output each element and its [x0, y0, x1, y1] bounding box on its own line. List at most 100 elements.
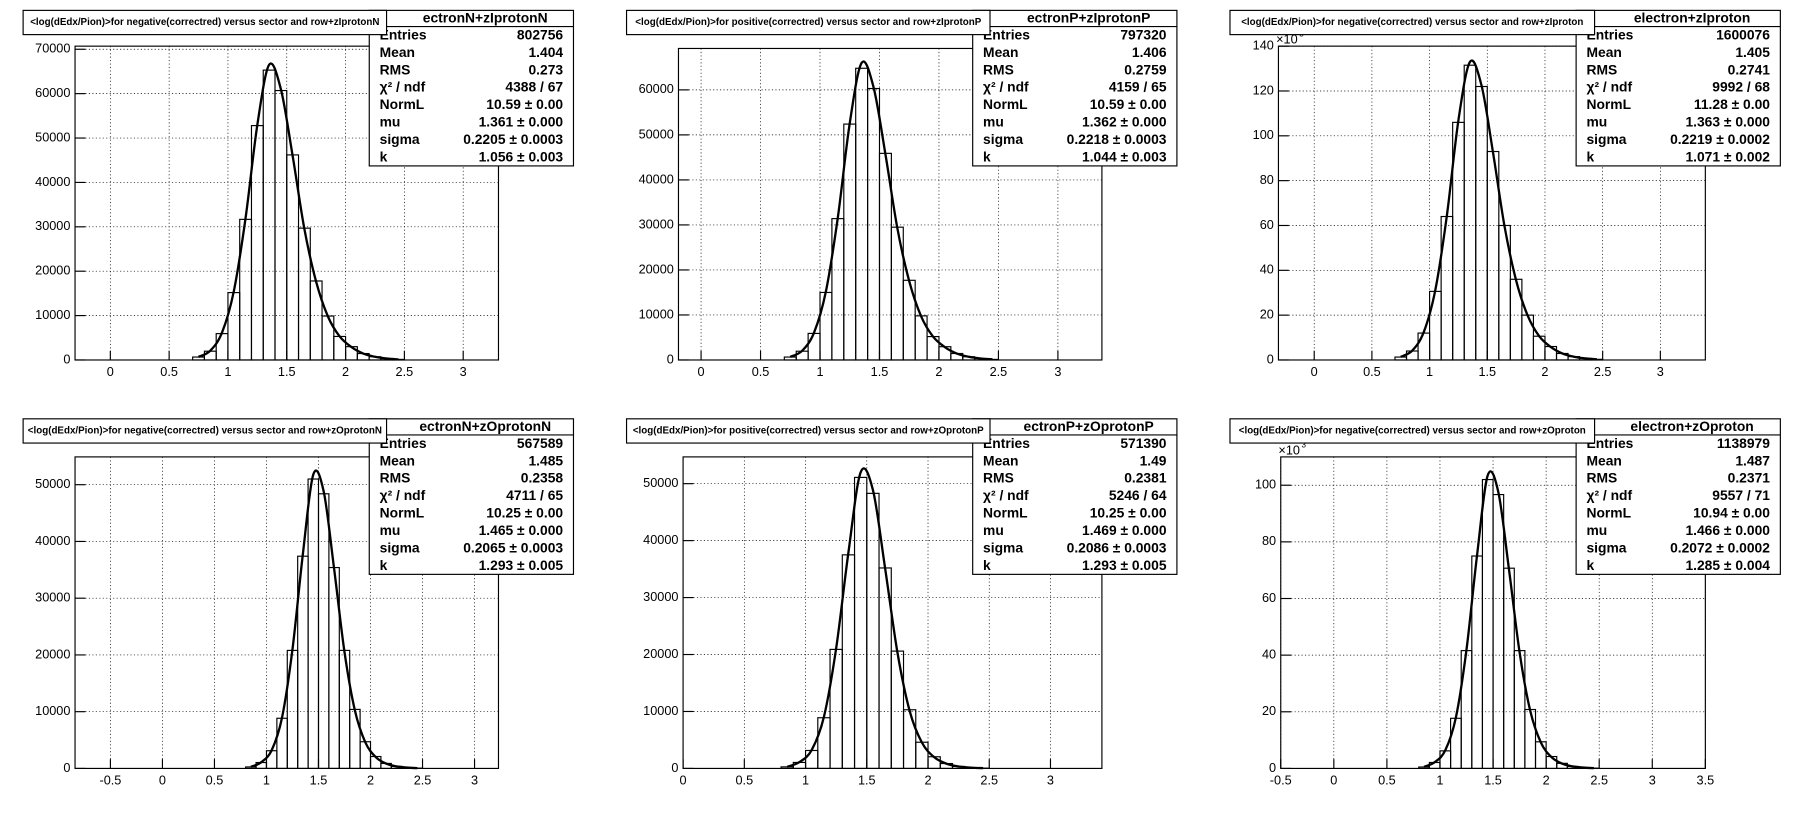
stats-label: NormL [983, 96, 1028, 112]
y-tick-label: 40 [1260, 263, 1274, 277]
stats-box [972, 418, 1178, 575]
stats-value: 1.469 ± 0.000 [1082, 522, 1167, 538]
stats-value: 1.406 [1132, 44, 1167, 60]
stats-value: 797320 [1120, 26, 1166, 42]
stats-label: k [380, 148, 388, 164]
y-tick-label: 60000 [639, 82, 674, 96]
stats-name: ectronN+zOprotonN [419, 418, 551, 434]
x-tick-label: 0.5 [752, 365, 770, 379]
x-tick-label: 1 [224, 365, 231, 379]
stats-value: 1138979 [1717, 435, 1770, 451]
x-tick-label: -0.5 [1270, 773, 1292, 787]
stats-label: mu [1587, 522, 1608, 538]
y-tick-label: 50000 [35, 130, 70, 144]
stats-label: NormL [380, 505, 425, 521]
stats-label: Entries [1587, 26, 1634, 42]
x-tick-label: 2.5 [396, 365, 414, 379]
stats-label: χ² / ndf [380, 79, 426, 95]
stats-value: 1.293 ± 0.005 [479, 557, 564, 573]
stats-value: 1.466 ± 0.000 [1685, 522, 1770, 538]
stats-value: 0.2371 [1728, 470, 1771, 486]
stats-value: 0.2219 ± 0.0002 [1670, 131, 1770, 147]
histogram-pad: 0 0.5 1 1.5 2 2.5 3 0 10000 20000 30000 40000 50000 6… [22, 9, 575, 379]
chart-title: <log(dEdx/Pion)>for negative(correctred)… [28, 426, 382, 437]
stats-label: mu [983, 114, 1004, 130]
y-tick-label: 120 [1253, 83, 1274, 97]
x-tick-label: 0 [107, 365, 114, 379]
stats-label: Entries [983, 435, 1030, 451]
stats-value: 1.362 ± 0.000 [1082, 114, 1167, 130]
stats-value: 1.487 [1735, 452, 1770, 468]
x-tick-label: 3 [1047, 773, 1054, 787]
stats-value: 9992 / 68 [1712, 79, 1770, 95]
y-scale-label: ×10 [1278, 443, 1300, 457]
stats-value: 1.056 ± 0.003 [479, 148, 564, 164]
y-tick-label: 0 [1267, 352, 1274, 366]
y-tick-label: 20000 [639, 262, 674, 276]
title-box [1229, 9, 1596, 36]
stats-value: 9557 / 71 [1712, 487, 1770, 503]
stats-value: 1.071 ± 0.002 [1685, 148, 1770, 164]
stats-label: mu [1587, 114, 1608, 130]
x-tick-label: 3 [1657, 365, 1664, 379]
stats-name: ectronP+zOprotonP [1024, 418, 1154, 434]
stats-value: 802756 [517, 26, 563, 42]
x-tick-label: 0.5 [160, 365, 178, 379]
y-tick-label: 30000 [643, 590, 678, 604]
y-tick-label: 30000 [35, 219, 70, 233]
x-tick-label: 0 [1311, 365, 1318, 379]
y-tick-label: 60000 [35, 86, 70, 100]
stats-value: 0.2759 [1124, 61, 1167, 77]
chart-title: <log(dEdx/Pion)>for negative(correctred)… [1239, 426, 1586, 437]
histogram-pad: -0.5 0 0.5 1 1.5 2 2.5 3 0 10000 20000 30000 40000 50… [22, 418, 575, 787]
stats-value: 11.28 ± 0.00 [1694, 96, 1770, 112]
x-tick-label: 0 [698, 365, 705, 379]
fit-curve [786, 467, 984, 770]
x-tick-label: 0.5 [735, 773, 753, 787]
title-box [625, 9, 991, 36]
stats-value: 0.2086 ± 0.0003 [1067, 539, 1167, 555]
title-box [22, 418, 388, 444]
stats-box [368, 9, 575, 167]
stats-label: sigma [983, 131, 1023, 147]
stats-value: 571390 [1120, 435, 1166, 451]
stats-value: 0.2741 [1728, 61, 1771, 77]
y-tick-label: 0 [1269, 761, 1276, 775]
x-tick-label: 1 [263, 773, 270, 787]
x-tick-label: 2.5 [990, 365, 1008, 379]
stats-label: χ² / ndf [983, 487, 1029, 503]
y-scale-label: ×10 [1276, 33, 1298, 47]
stats-label: mu [983, 522, 1004, 538]
stats-label: sigma [380, 539, 420, 555]
y-tick-label: 40000 [639, 172, 674, 186]
chart-title: <log(dEdx/Pion)>for positive(correctred)… [635, 17, 981, 28]
fit-curve [1400, 59, 1597, 361]
stats-value: 1.044 ± 0.003 [1082, 148, 1167, 164]
x-tick-label: 1.5 [1484, 773, 1502, 787]
stats-label: Mean [1587, 452, 1622, 468]
stats-value: 0.2381 [1124, 470, 1167, 486]
x-tick-label: 2 [924, 773, 931, 787]
stats-value: 1.49 [1140, 452, 1167, 468]
stats-label: Entries [1587, 435, 1634, 451]
y-tick-label: 50000 [35, 477, 70, 491]
stats-label: k [380, 557, 388, 573]
stats-value: 1.293 ± 0.005 [1082, 557, 1167, 573]
chart-title: <log(dEdx/Pion)>for negative(correctred)… [1241, 17, 1583, 28]
stats-value: 10.59 ± 0.00 [486, 96, 563, 112]
y-tick-label: 100 [1255, 478, 1276, 492]
fit-curve [198, 62, 399, 361]
y-tick-label: 10000 [35, 308, 70, 322]
x-tick-label: 3.5 [1697, 773, 1715, 787]
stats-label: Mean [380, 44, 415, 60]
y-tick-label: 20000 [643, 647, 678, 661]
stats-box [1575, 9, 1781, 167]
stats-label: sigma [1587, 539, 1627, 555]
title-box [1229, 418, 1596, 444]
stats-label: sigma [380, 131, 420, 147]
stats-value: 5246 / 64 [1109, 487, 1167, 503]
x-tick-label: 1 [1436, 773, 1443, 787]
stats-value: 1.285 ± 0.004 [1685, 557, 1770, 573]
y-tick-label: 70000 [35, 42, 70, 56]
